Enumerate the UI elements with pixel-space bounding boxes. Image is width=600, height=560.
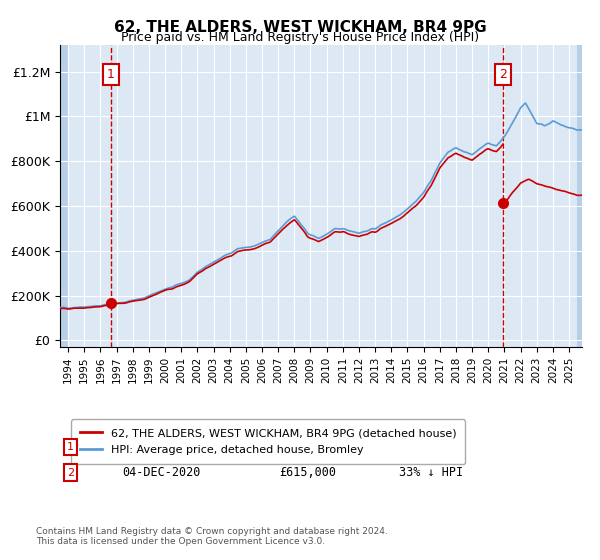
Text: Contains HM Land Registry data © Crown copyright and database right 2024.
This d: Contains HM Land Registry data © Crown c… [36,526,388,546]
Bar [577,45,582,347]
Legend: 62, THE ALDERS, WEST WICKHAM, BR4 9PG (detached house), HPI: Average price, deta: 62, THE ALDERS, WEST WICKHAM, BR4 9PG (d… [71,419,465,464]
Text: £615,000: £615,000 [279,466,336,479]
Text: 2: 2 [499,68,507,81]
Text: £169,000: £169,000 [279,441,336,454]
Text: 33% ↓ HPI: 33% ↓ HPI [400,466,463,479]
Text: 21-AUG-1996: 21-AUG-1996 [122,441,201,454]
Text: 1: 1 [67,442,74,452]
Text: 2% ↓ HPI: 2% ↓ HPI [400,441,457,454]
Text: 62, THE ALDERS, WEST WICKHAM, BR4 9PG: 62, THE ALDERS, WEST WICKHAM, BR4 9PG [113,20,487,35]
Text: 1: 1 [107,68,115,81]
Bar [60,45,68,347]
Text: Price paid vs. HM Land Registry's House Price Index (HPI): Price paid vs. HM Land Registry's House … [121,31,479,44]
Text: 2: 2 [67,468,74,478]
Text: 04-DEC-2020: 04-DEC-2020 [122,466,201,479]
